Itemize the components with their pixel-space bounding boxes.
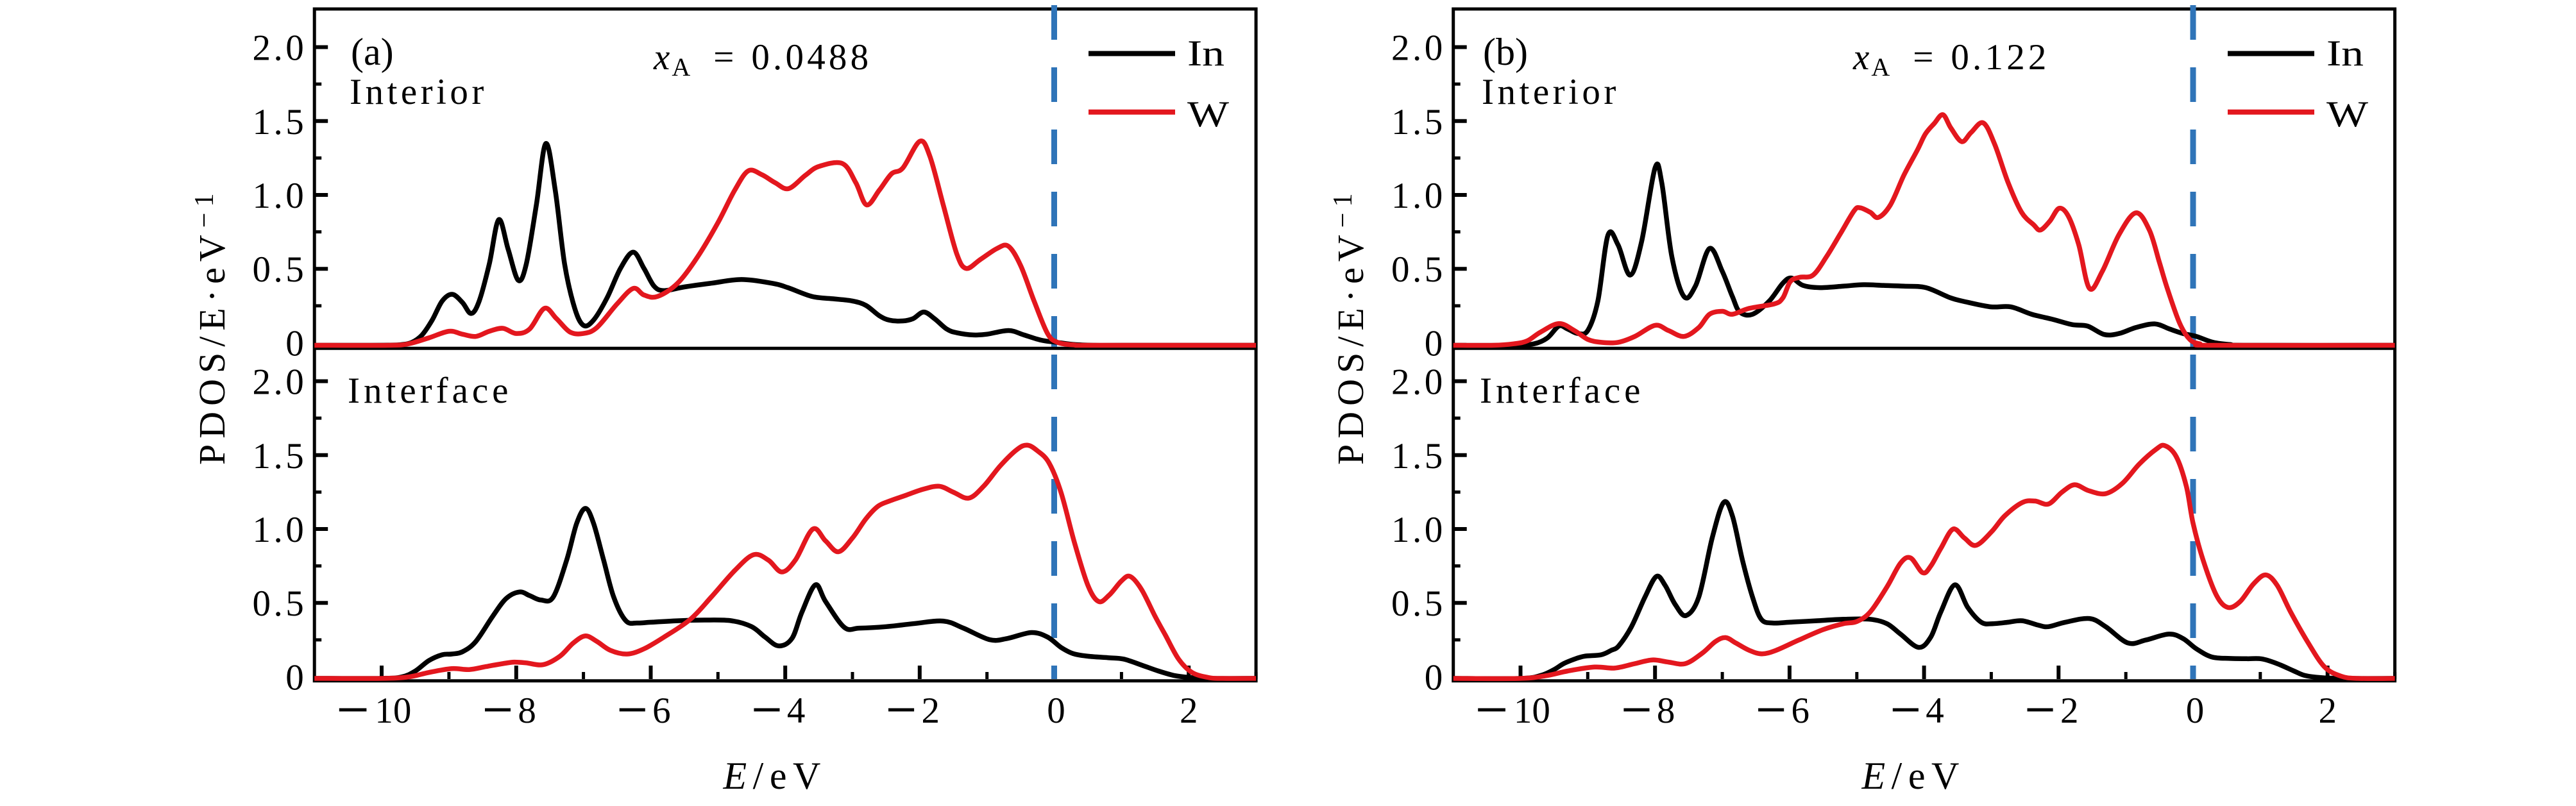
svg-text:In: In	[2326, 33, 2364, 74]
svg-text:W: W	[2326, 94, 2368, 135]
svg-text:1.5: 1.5	[252, 102, 307, 142]
svg-text:2: 2	[2318, 691, 2337, 731]
svg-text:0.5: 0.5	[252, 249, 307, 290]
svg-text:4: 4	[787, 691, 806, 731]
svg-text:W: W	[1187, 94, 1229, 135]
svg-text:2: 2	[1180, 691, 1198, 731]
svg-text:0: 0	[285, 658, 307, 698]
svg-text:1.5: 1.5	[1391, 102, 1446, 142]
svg-text:2: 2	[922, 691, 940, 731]
svg-text:10: 10	[1514, 691, 1550, 731]
svg-text:E/eV: E/eV	[723, 755, 827, 797]
svg-text:In: In	[1187, 33, 1224, 74]
svg-text:(a): (a)	[351, 31, 394, 73]
svg-text:Interior: Interior	[1482, 72, 1620, 112]
svg-text:xA=0.0488: xA = 0.0488	[653, 37, 872, 81]
svg-text:0: 0	[1425, 658, 1446, 698]
svg-text:8: 8	[1657, 691, 1675, 731]
svg-text:Interior: Interior	[350, 72, 487, 112]
svg-text:0: 0	[1425, 324, 1446, 364]
svg-text:0: 0	[285, 324, 307, 364]
svg-text:Interface: Interface	[1480, 371, 1644, 411]
svg-text:8: 8	[518, 691, 536, 731]
svg-text:Interface: Interface	[348, 371, 512, 411]
svg-text:1.0: 1.0	[252, 176, 307, 216]
svg-text:(b): (b)	[1483, 31, 1528, 73]
svg-text:0.5: 0.5	[1391, 584, 1446, 624]
svg-text:6: 6	[1792, 691, 1810, 731]
svg-text:E/eV: E/eV	[1861, 755, 1965, 797]
svg-text:1.5: 1.5	[252, 436, 307, 476]
svg-text:1.0: 1.0	[252, 510, 307, 550]
svg-text:0.5: 0.5	[252, 584, 307, 624]
svg-text:PDOS/E·eV−1: PDOS/E·eV−1	[190, 188, 233, 465]
svg-text:0.5: 0.5	[1391, 249, 1446, 290]
svg-text:6: 6	[652, 691, 671, 731]
svg-text:2.0: 2.0	[1391, 28, 1446, 69]
svg-text:0: 0	[2186, 691, 2205, 731]
svg-text:xA=0.122: xA = 0.122	[1852, 37, 2050, 81]
svg-text:2.0: 2.0	[1391, 362, 1446, 403]
svg-text:2.0: 2.0	[252, 28, 307, 69]
svg-text:0: 0	[1047, 691, 1065, 731]
svg-text:PDOS/E·eV−1: PDOS/E·eV−1	[1328, 188, 1371, 465]
svg-text:1.0: 1.0	[1391, 176, 1446, 216]
svg-text:1.5: 1.5	[1391, 436, 1446, 476]
svg-text:2: 2	[2060, 691, 2079, 731]
svg-text:2.0: 2.0	[252, 362, 307, 403]
svg-text:1.0: 1.0	[1391, 510, 1446, 550]
svg-text:4: 4	[1926, 691, 1944, 731]
svg-text:10: 10	[375, 691, 411, 731]
